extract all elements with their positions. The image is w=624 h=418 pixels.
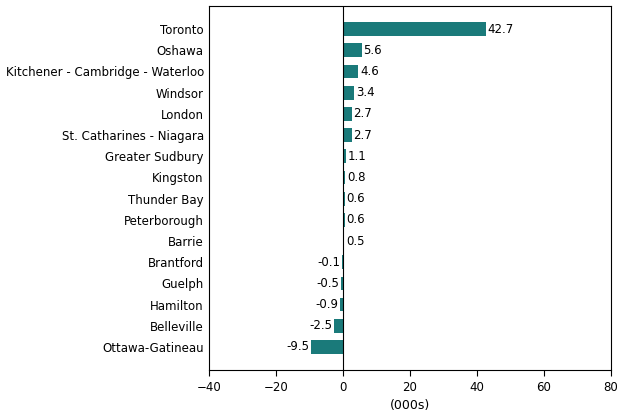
Text: 42.7: 42.7 <box>488 23 514 36</box>
Bar <box>343 22 486 36</box>
Bar <box>343 192 345 206</box>
Text: -9.5: -9.5 <box>286 341 310 354</box>
Bar <box>343 234 344 248</box>
Text: 1.1: 1.1 <box>348 150 367 163</box>
Text: 0.5: 0.5 <box>346 234 364 247</box>
X-axis label: (000s): (000s) <box>390 400 430 413</box>
Text: -0.9: -0.9 <box>315 298 338 311</box>
Text: 3.4: 3.4 <box>356 86 374 99</box>
Bar <box>311 340 343 354</box>
Text: 0.6: 0.6 <box>346 192 365 205</box>
Text: -0.1: -0.1 <box>318 256 341 269</box>
Bar <box>343 213 345 227</box>
Text: 5.6: 5.6 <box>363 44 382 57</box>
Bar <box>334 319 343 333</box>
Bar <box>343 43 361 57</box>
Bar <box>343 128 352 142</box>
Text: -0.5: -0.5 <box>316 277 339 290</box>
Bar <box>343 64 358 78</box>
Bar <box>340 298 343 311</box>
Text: 4.6: 4.6 <box>360 65 379 78</box>
Bar <box>343 171 346 184</box>
Bar <box>343 149 346 163</box>
Text: 0.6: 0.6 <box>346 213 365 226</box>
Bar <box>341 277 343 290</box>
Text: 0.8: 0.8 <box>347 171 366 184</box>
Text: -2.5: -2.5 <box>310 319 333 332</box>
Bar <box>343 86 354 99</box>
Text: 2.7: 2.7 <box>354 128 373 142</box>
Text: 2.7: 2.7 <box>354 107 373 120</box>
Bar <box>343 107 352 121</box>
